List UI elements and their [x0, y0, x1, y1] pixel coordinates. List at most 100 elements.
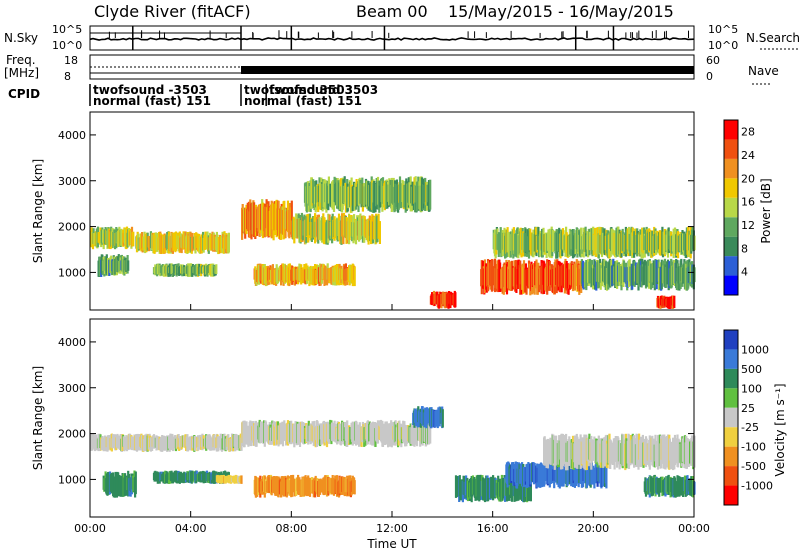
cpid-entry-line1: twofsound 3503	[269, 83, 378, 97]
echo-cell	[134, 471, 137, 495]
echo-cell	[290, 200, 293, 238]
velocity-ytick-label: 1000	[58, 473, 86, 486]
power-colorbar-swatch	[724, 178, 738, 198]
velocity-colorbar-tick: -500	[741, 460, 766, 473]
echo-cell	[127, 260, 130, 271]
echo-cell	[429, 179, 432, 210]
velocity-colorbar-tick: 500	[741, 363, 762, 376]
power-colorbar-tick: 24	[741, 149, 755, 162]
power-colorbar-label: Power [dB]	[759, 178, 773, 243]
power-ytick-label: 2000	[58, 221, 86, 234]
cpid-entry-line1: twofsound -3503	[93, 83, 207, 97]
power-panel: 1000 2000 3000 4000 Slant Range [km] 4 8 12 16…	[31, 111, 773, 311]
velocity-colorbar-swatch	[724, 368, 738, 389]
nsearch-tick-bottom: 10^0	[708, 39, 738, 52]
echo-cell	[132, 231, 135, 247]
nsky-trace	[89, 26, 695, 50]
velocity-colorbar-swatch	[724, 427, 738, 447]
nsky-tick-bottom: 10^0	[52, 39, 82, 52]
echo-cell	[441, 409, 444, 428]
cpid-entry-line2: normal (fast) 151	[244, 94, 362, 108]
xtick-label: 12:00	[376, 522, 408, 535]
power-ytick-label: 4000	[58, 129, 86, 142]
power-y-axis-label: Slant Range [km]	[31, 159, 45, 263]
xtick-label: 00:00	[678, 522, 710, 535]
nave-tick-top: 60	[706, 54, 720, 67]
freq-label: Freq.	[6, 53, 36, 67]
power-colorbar-swatch	[724, 236, 738, 257]
velocity-ytick-label: 2000	[58, 428, 86, 441]
nsky-panel: N.Sky 10^5 10^0 10^5 10^0 N.Search	[4, 23, 800, 52]
power-colorbar-tick: 28	[741, 126, 755, 139]
echo-cell	[673, 295, 676, 308]
velocity-ytick-label: 4000	[58, 336, 86, 349]
nsearch-label: N.Search	[746, 31, 800, 45]
velocity-y-axis-label: Slant Range [km]	[31, 366, 45, 470]
velocity-colorbar-tick: -25	[741, 421, 759, 434]
echo-cell	[353, 266, 356, 287]
x-axis-label: Time UT	[366, 537, 417, 551]
velocity-panel: 1000 2000 3000 4000 Slant Range [km] 1000 50…	[31, 304, 787, 551]
nsearch-tick-top: 10^5	[708, 23, 738, 36]
power-colorbar-swatch	[724, 275, 738, 295]
power-colorbar-tick: 20	[741, 172, 755, 185]
power-colorbar-tick: 4	[741, 266, 748, 279]
echo-cell	[227, 232, 230, 253]
xtick-label: 04:00	[175, 522, 207, 535]
velocity-colorbar-tick: 100	[741, 382, 762, 395]
plot-title: Clyde River (fitACF)	[94, 2, 251, 21]
velocity-colorbar-tick: -1000	[741, 480, 773, 493]
power-colorbar-swatch	[724, 197, 738, 218]
cpid-entry-line1: twofsound 3503	[244, 83, 353, 97]
velocity-colorbar-label: Velocity [m s⁻¹]	[773, 383, 787, 476]
nsky-tick-top: 10^5	[52, 23, 82, 36]
freq-unit: [MHz]	[4, 66, 39, 80]
power-colorbar-swatch	[724, 217, 738, 237]
power-colorbar-swatch	[724, 120, 738, 140]
freq-panel: Freq. [MHz] 18 8 60 0 Nave	[4, 53, 779, 85]
nsky-line	[89, 37, 695, 41]
nave-tick-bottom: 0	[706, 70, 713, 83]
velocity-colorbar-swatch	[724, 485, 738, 505]
freq-tick-bottom: 8	[64, 70, 71, 83]
freq-tick-top: 18	[64, 54, 78, 67]
velocity-colorbar-swatch	[724, 407, 738, 428]
cpid-entry-line2: normal (fast) 151	[93, 94, 211, 108]
echo-cell	[429, 427, 432, 444]
velocity-colorbar-swatch	[724, 330, 738, 350]
xtick-label: 20:00	[577, 522, 609, 535]
power-colorbar-tick: 8	[741, 242, 748, 255]
velocity-colorbar-swatch	[724, 388, 738, 408]
velocity-colorbar-swatch	[724, 466, 738, 486]
velocity-colorbar-swatch	[724, 446, 738, 467]
power-colorbar-frame	[723, 119, 739, 296]
echo-cell	[378, 221, 381, 244]
xtick-label: 08:00	[275, 522, 307, 535]
date-range: 15/May/2015 - 16/May/2015	[448, 2, 674, 21]
nsky-label: N.Sky	[4, 31, 38, 45]
echo-cell	[215, 264, 218, 274]
freq-band-dense	[241, 66, 694, 74]
freq-trace	[90, 66, 694, 74]
echo-cell	[353, 480, 356, 495]
power-colorbar-swatch	[724, 256, 738, 276]
velocity-ytick-label: 3000	[58, 382, 86, 395]
echo-cell	[240, 475, 243, 484]
xtick-label: 16:00	[477, 522, 509, 535]
xtick-label: 00:00	[74, 522, 106, 535]
echo-cell	[454, 292, 457, 308]
cpid-label: CPID	[8, 87, 40, 101]
power-colorbar-tick: 12	[741, 219, 755, 232]
power-colorbar-swatch	[724, 139, 738, 159]
velocity-colorbar-swatch	[724, 349, 738, 369]
velocity-colorbar-tick: 1000	[741, 343, 769, 356]
power-ytick-label: 1000	[58, 266, 86, 279]
echo-cell	[529, 479, 532, 502]
power-ytick-label: 3000	[58, 175, 86, 188]
beam-label: Beam 00	[356, 2, 428, 21]
echo-cell	[605, 464, 608, 489]
velocity-colorbar-tick: 25	[741, 402, 755, 415]
power-colorbar-tick: 16	[741, 196, 755, 209]
